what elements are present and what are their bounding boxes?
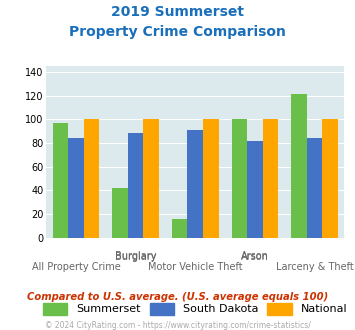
Text: © 2024 CityRating.com - https://www.cityrating.com/crime-statistics/: © 2024 CityRating.com - https://www.city… bbox=[45, 321, 310, 330]
Text: All Property Crime: All Property Crime bbox=[32, 262, 120, 272]
Text: Motor Vehicle Theft: Motor Vehicle Theft bbox=[148, 262, 242, 272]
Bar bbox=[84, 119, 99, 238]
Text: Compared to U.S. average. (U.S. average equals 100): Compared to U.S. average. (U.S. average … bbox=[27, 292, 328, 302]
Bar bbox=[112, 188, 128, 238]
Bar bbox=[203, 119, 219, 238]
Bar bbox=[68, 138, 84, 238]
Text: Arson: Arson bbox=[241, 252, 269, 262]
Bar bbox=[172, 219, 187, 238]
Text: Burglary: Burglary bbox=[115, 251, 156, 261]
Text: 2019 Summerset: 2019 Summerset bbox=[111, 5, 244, 19]
Bar bbox=[143, 119, 159, 238]
Bar bbox=[53, 123, 68, 238]
Text: Arson: Arson bbox=[241, 251, 269, 261]
Bar bbox=[322, 119, 338, 238]
Bar bbox=[307, 138, 322, 238]
Bar bbox=[231, 119, 247, 238]
Text: Property Crime Comparison: Property Crime Comparison bbox=[69, 25, 286, 39]
Bar bbox=[291, 94, 307, 238]
Bar bbox=[247, 141, 263, 238]
Bar bbox=[263, 119, 278, 238]
Text: Burglary: Burglary bbox=[115, 252, 156, 262]
Text: Larceny & Theft: Larceny & Theft bbox=[275, 262, 354, 272]
Legend: Summerset, South Dakota, National: Summerset, South Dakota, National bbox=[39, 298, 352, 319]
Bar bbox=[128, 133, 143, 238]
Bar bbox=[187, 130, 203, 238]
